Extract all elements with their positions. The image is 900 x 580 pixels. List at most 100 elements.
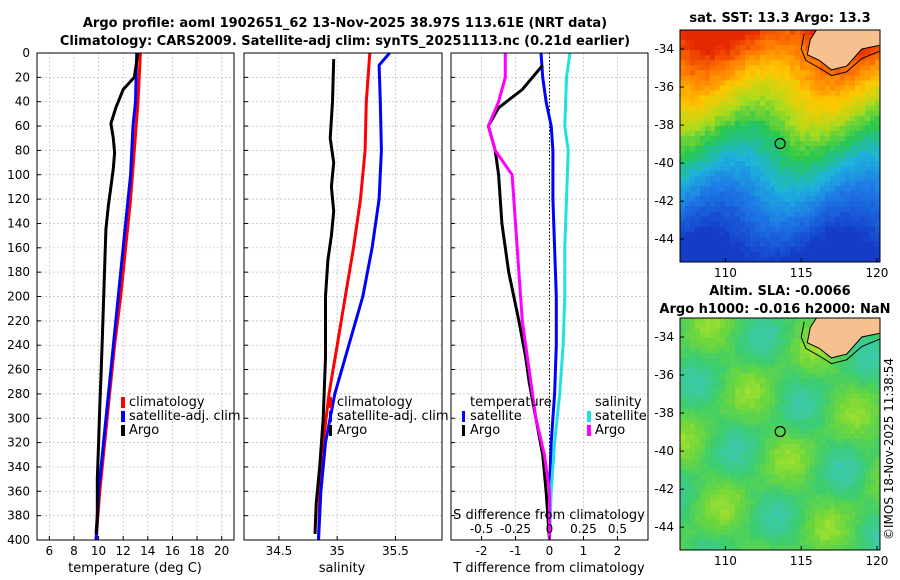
- map-cell: [720, 146, 726, 152]
- map-cell: [850, 434, 856, 440]
- map-cell: [775, 333, 781, 339]
- map-cell: [750, 489, 756, 496]
- map-cell: [725, 110, 731, 117]
- map-cell: [725, 90, 731, 97]
- map-cell: [730, 368, 736, 374]
- map-cell: [860, 509, 866, 516]
- map-cell: [755, 363, 761, 369]
- map-cell: [740, 489, 746, 496]
- map-cell: [720, 464, 726, 470]
- map-cell: [840, 257, 846, 262]
- map-cell: [830, 196, 836, 202]
- map-cell: [695, 434, 701, 440]
- map-cell: [770, 494, 776, 501]
- map-cell: [860, 60, 866, 66]
- map-cell: [730, 40, 736, 46]
- map-cell: [850, 125, 856, 132]
- map-cell: [720, 156, 726, 162]
- map-cell: [745, 151, 751, 157]
- map-cell: [740, 328, 746, 334]
- map-cell: [770, 529, 776, 536]
- map-cell: [845, 120, 851, 127]
- map-cell: [690, 529, 696, 536]
- map-cell: [805, 141, 811, 147]
- map-cell: [830, 398, 836, 405]
- map-cell: [725, 60, 731, 66]
- map-cell: [780, 70, 786, 76]
- map-cell: [705, 50, 711, 56]
- map-cell: [740, 454, 746, 460]
- map-cell: [715, 469, 721, 475]
- map-cell: [850, 539, 856, 546]
- map-cell: [770, 166, 776, 172]
- map-cell: [795, 161, 801, 167]
- map-cell: [685, 95, 691, 102]
- map-cell: [840, 146, 846, 152]
- map-cell: [790, 241, 796, 248]
- map-cell: [715, 50, 721, 56]
- map-cell: [730, 484, 736, 490]
- map-cell: [710, 348, 716, 354]
- map-cell: [780, 55, 786, 61]
- map-cell: [850, 201, 856, 208]
- map-cell: [725, 231, 731, 238]
- map-cell: [835, 181, 841, 187]
- map-cell: [870, 434, 876, 440]
- map-cell: [680, 539, 686, 546]
- map-cell: [865, 358, 871, 364]
- map-cell: [745, 236, 751, 243]
- map-cell: [825, 211, 831, 218]
- map-cell: [715, 186, 721, 192]
- map-cell: [805, 429, 811, 435]
- map-cell: [710, 257, 716, 262]
- map-cell: [730, 418, 736, 425]
- map-cell: [790, 141, 796, 147]
- map-cell: [765, 484, 771, 490]
- map-cell: [805, 484, 811, 490]
- map-cell: [855, 65, 861, 71]
- map-cell: [720, 328, 726, 334]
- map-cell: [725, 484, 731, 490]
- map-cell: [685, 323, 691, 329]
- map-cell: [860, 241, 866, 248]
- map-cell: [855, 413, 861, 420]
- map-cell: [755, 201, 761, 208]
- map-cell: [725, 358, 731, 364]
- map-cell: [865, 115, 871, 122]
- map-cell: [865, 408, 871, 415]
- map-cell: [730, 221, 736, 228]
- map-cell: [680, 141, 686, 147]
- map-cell: [810, 171, 816, 177]
- map-cell: [800, 489, 806, 496]
- map-cell: [870, 348, 876, 354]
- map-cell: [720, 115, 726, 122]
- map-cell: [860, 423, 866, 430]
- map-cell: [730, 171, 736, 177]
- map-cell: [785, 318, 791, 324]
- map-cell: [690, 348, 696, 354]
- map-cell: [800, 191, 806, 197]
- map-cell: [710, 459, 716, 465]
- map-cell: [765, 348, 771, 354]
- map-cell: [860, 125, 866, 132]
- map-cell: [750, 373, 756, 380]
- map-cell: [815, 80, 821, 86]
- map-cell: [780, 65, 786, 71]
- map-cell: [875, 156, 880, 162]
- map-cell: [865, 95, 871, 102]
- map-cell: [845, 539, 851, 546]
- map-cell: [740, 383, 746, 390]
- map-cell: [680, 110, 686, 117]
- map-cell: [715, 141, 721, 147]
- map-cell: [695, 211, 701, 218]
- map-cell: [755, 90, 761, 97]
- map-cell: [870, 429, 876, 435]
- map-cell: [810, 373, 816, 380]
- map-cell: [785, 226, 791, 233]
- map-cell: [825, 464, 831, 470]
- map-cell: [765, 125, 771, 132]
- map-cell: [755, 509, 761, 516]
- map-cell: [735, 236, 741, 243]
- map-cell: [730, 378, 736, 385]
- map-cell: [725, 459, 731, 465]
